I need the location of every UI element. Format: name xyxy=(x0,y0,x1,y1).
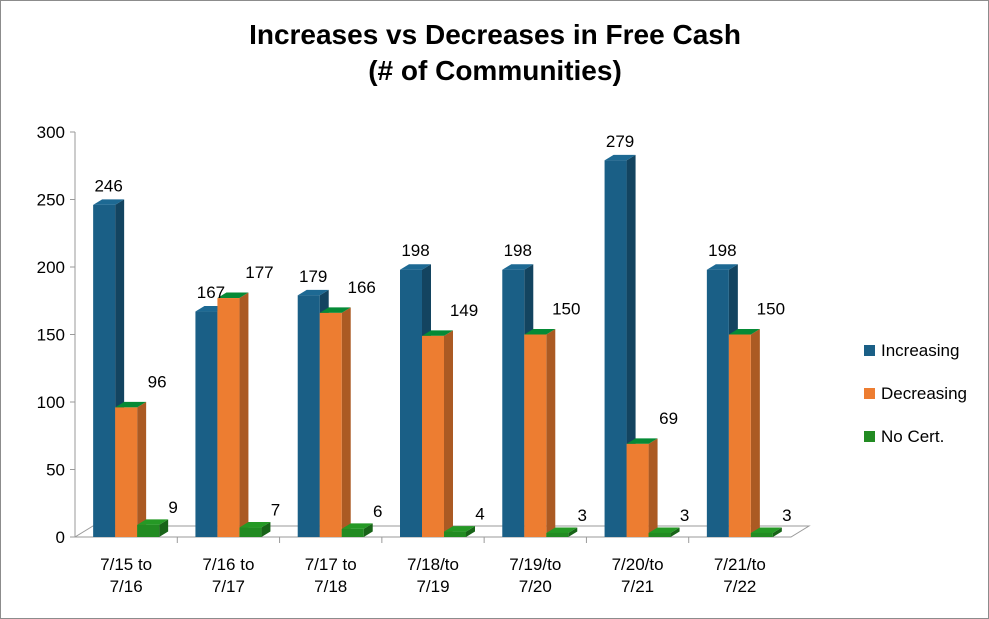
bar-no-cert xyxy=(239,522,271,537)
data-label: 179 xyxy=(299,267,327,286)
data-label: 177 xyxy=(245,263,273,282)
x-tick-label: 7/15 to 7/16 xyxy=(100,555,152,596)
x-tick-label: 7/18/to 7/19 xyxy=(407,555,459,596)
x-tick-label: 7/17 to 7/18 xyxy=(305,555,357,596)
data-label: 198 xyxy=(401,241,429,260)
bar-no-cert xyxy=(750,527,782,537)
data-label: 9 xyxy=(168,498,177,517)
data-label: 167 xyxy=(197,283,225,302)
bar-decreasing xyxy=(422,330,453,537)
y-tick-label: 300 xyxy=(37,123,65,142)
data-label: 7 xyxy=(271,501,280,520)
bar-decreasing xyxy=(319,307,351,537)
bar-decreasing xyxy=(728,329,760,537)
data-label: 3 xyxy=(782,506,791,525)
data-label: 150 xyxy=(552,300,580,319)
chart-subtitle: (# of Communities) xyxy=(368,55,622,86)
legend-swatch xyxy=(864,345,875,356)
x-tick-label: 7/20/to 7/21 xyxy=(612,555,664,596)
legend-swatch xyxy=(864,431,875,442)
x-tick-label: 7/16 to 7/17 xyxy=(202,555,254,596)
bars xyxy=(93,154,782,537)
chart-title: Increases vs Decreases in Free Cash xyxy=(249,19,741,50)
data-label: 149 xyxy=(450,301,478,320)
bar-decreasing xyxy=(626,438,658,537)
x-tick-label: 7/19/to 7/20 xyxy=(509,555,561,596)
bar-no-cert xyxy=(341,523,373,537)
legend-label: Increasing xyxy=(881,341,959,360)
legend-label: Decreasing xyxy=(881,384,967,403)
data-label: 166 xyxy=(348,278,376,297)
y-tick-label: 150 xyxy=(37,326,65,345)
bar-no-cert xyxy=(648,527,680,537)
legend-swatch xyxy=(864,388,875,399)
legend-label: No Cert. xyxy=(881,427,944,446)
bar-decreasing xyxy=(115,401,147,537)
x-tick-label: 7/21/to 7/22 xyxy=(714,555,766,596)
y-tick-label: 250 xyxy=(37,191,65,210)
data-label: 150 xyxy=(757,300,785,319)
y-tick-label: 200 xyxy=(37,258,65,277)
data-label: 246 xyxy=(94,176,122,195)
bar-no-cert xyxy=(137,519,169,537)
legend: Increasing Decreasing No Cert. xyxy=(864,341,967,446)
bar-no-cert xyxy=(546,527,578,537)
data-label: 6 xyxy=(373,502,382,521)
legend-item: No Cert. xyxy=(864,427,944,446)
bar-decreasing xyxy=(217,292,249,537)
bar-decreasing xyxy=(524,329,556,537)
y-tick-label: 0 xyxy=(56,528,65,547)
y-tick-label: 100 xyxy=(37,393,65,412)
data-label: 69 xyxy=(659,409,678,428)
data-label: 198 xyxy=(504,241,532,260)
data-label: 4 xyxy=(475,505,484,524)
data-label: 198 xyxy=(708,241,736,260)
data-label: 96 xyxy=(148,372,167,391)
legend-item: Decreasing xyxy=(864,384,967,403)
data-label: 3 xyxy=(578,506,587,525)
legend-item: Increasing xyxy=(864,341,959,360)
data-label: 279 xyxy=(606,132,634,151)
data-label: 3 xyxy=(680,506,689,525)
bar-no-cert xyxy=(444,526,475,537)
y-tick-label: 50 xyxy=(46,461,65,480)
